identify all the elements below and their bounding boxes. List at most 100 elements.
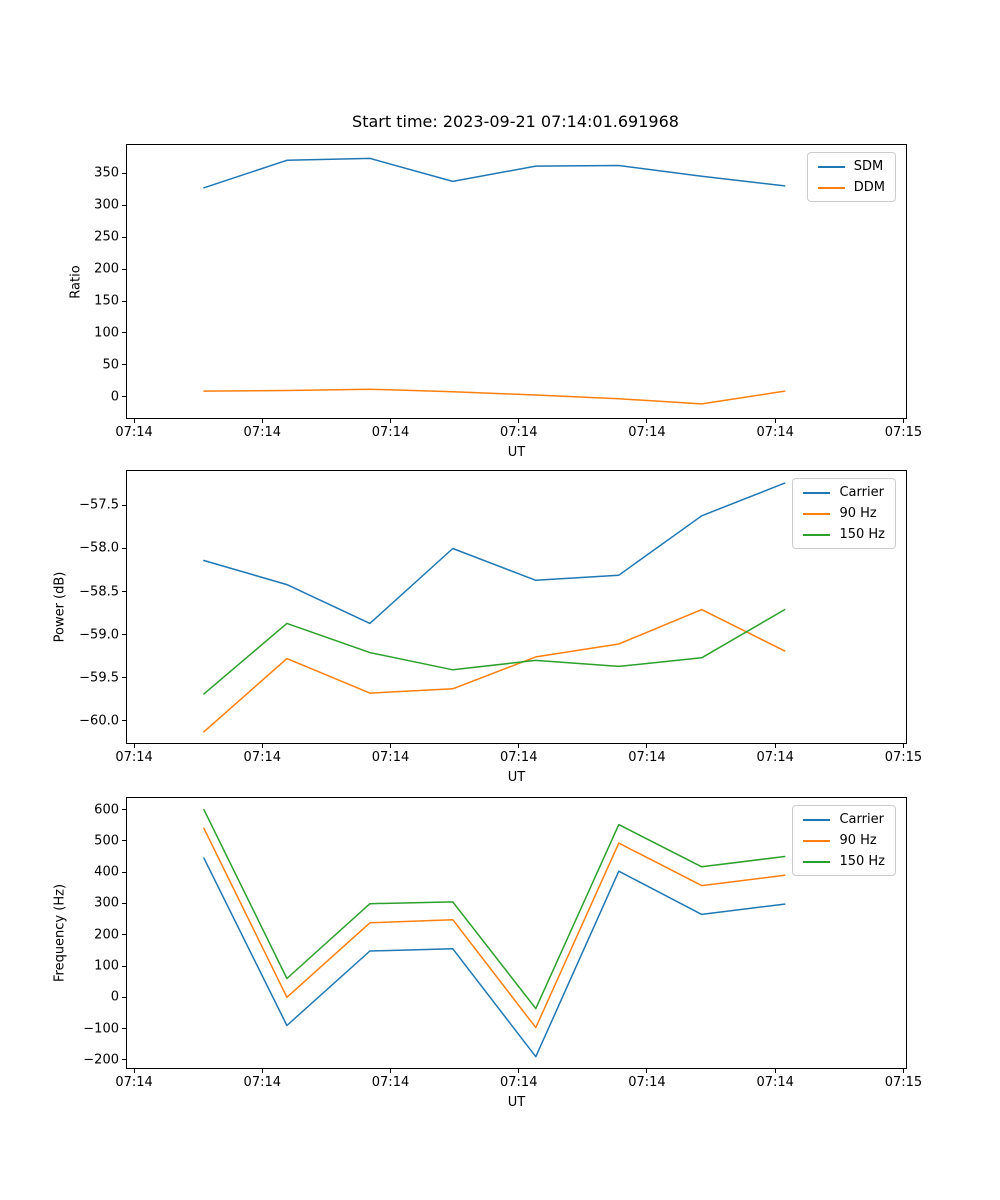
x-tick-label: 07:14: [371, 1075, 410, 1090]
x-axis-label: UT: [507, 445, 526, 460]
line-ddm: [203, 388, 786, 405]
y-tick-label: 50: [102, 357, 119, 373]
legend-item-label: 150 Hz: [839, 854, 885, 869]
x-tick-mark: [902, 743, 904, 748]
x-tick-label: 07:14: [756, 750, 794, 765]
legend-line-sample: [817, 186, 845, 189]
y-tick-label: 350: [94, 165, 119, 181]
legend-item-label: Carrier: [839, 812, 884, 827]
y-tick-label: 600: [94, 802, 119, 818]
y-tick-mark: [122, 204, 127, 206]
x-tick-label: 07:15: [884, 1075, 923, 1090]
legend-line-sample: [803, 818, 831, 821]
y-tick-mark: [122, 677, 127, 679]
y-tick-mark: [122, 268, 127, 270]
y-tick-mark: [122, 364, 127, 366]
x-tick-mark: [774, 418, 776, 423]
legend-item: 150 Hz: [803, 854, 885, 869]
x-tick-mark: [133, 1068, 135, 1073]
y-tick-mark: [122, 840, 127, 842]
y-tick-mark: [122, 934, 127, 936]
x-tick-mark: [133, 418, 135, 423]
x-axis-label: UT: [507, 1095, 526, 1110]
x-tick-label: 07:14: [115, 750, 153, 765]
x-tick-mark: [261, 1068, 263, 1073]
y-tick-label: −59.5: [79, 670, 119, 686]
line-90-hz: [203, 608, 786, 733]
line-carrier: [203, 857, 786, 1058]
y-tick-label: 500: [94, 833, 119, 849]
legend-item: 90 Hz: [803, 506, 885, 521]
x-tick-label: 07:14: [628, 1075, 666, 1090]
x-tick-label: 07:14: [628, 425, 666, 440]
y-tick-mark: [122, 902, 127, 904]
legend-item: Carrier: [803, 485, 885, 500]
x-tick-label: 07:14: [371, 425, 410, 440]
legend-line-sample: [803, 491, 831, 494]
x-tick-label: 07:15: [884, 750, 923, 765]
x-tick-label: 07:14: [628, 750, 666, 765]
y-tick-mark: [122, 996, 127, 998]
line-carrier: [203, 482, 786, 625]
x-tick-mark: [518, 743, 520, 748]
y-tick-label: −100: [83, 1021, 119, 1037]
subplot-power: Power (dB) UT −60.0 −59.5 −59.0 −58.5 −58.0−…: [53, 470, 922, 785]
y-tick-label: 100: [94, 325, 119, 341]
x-tick-label: 07:14: [500, 750, 538, 765]
y-tick-label: 200: [94, 261, 119, 277]
x-axis-label: UT: [507, 770, 526, 785]
legend-line-sample: [817, 165, 845, 168]
y-tick-label: −60.0: [79, 713, 119, 729]
y-tick-label: 0: [110, 389, 119, 405]
legend-item-label: 90 Hz: [839, 506, 877, 521]
y-tick-label: 100: [94, 958, 119, 974]
y-tick-label: 200: [94, 927, 119, 943]
y-tick-mark: [122, 547, 127, 549]
y-tick-mark: [122, 300, 127, 302]
legend-item: Carrier: [803, 812, 885, 827]
x-tick-mark: [133, 743, 135, 748]
y-tick-mark: [122, 1059, 127, 1061]
y-tick-mark: [122, 236, 127, 238]
plot-area: [203, 157, 786, 405]
legend-item-label: 150 Hz: [839, 527, 885, 542]
x-tick-label: 07:14: [243, 1075, 282, 1090]
x-tick-mark: [646, 743, 648, 748]
y-tick-label: 300: [94, 895, 119, 911]
x-tick-mark: [902, 1068, 904, 1073]
x-tick-label: 07:14: [243, 425, 282, 440]
x-tick-label: 07:14: [756, 425, 794, 440]
x-tick-label: 07:14: [371, 750, 410, 765]
x-tick-label: 07:14: [115, 425, 153, 440]
y-tick-label: −58.0: [79, 540, 119, 556]
x-tick-mark: [774, 1068, 776, 1073]
y-tick-label: 0: [110, 989, 119, 1005]
x-tick-mark: [646, 1068, 648, 1073]
x-tick-mark: [646, 418, 648, 423]
legend-item-label: SDM: [853, 159, 884, 174]
y-tick-mark: [122, 634, 127, 636]
x-tick-label: 07:14: [243, 750, 282, 765]
x-tick-label: 07:15: [884, 425, 923, 440]
legend-line-sample: [803, 860, 831, 863]
legend-line-sample: [803, 839, 831, 842]
line-sdm: [203, 157, 786, 189]
y-tick-label: −59.0: [79, 627, 119, 643]
x-tick-label: 07:14: [500, 425, 538, 440]
x-tick-label: 07:14: [500, 1075, 538, 1090]
x-tick-label: 07:14: [115, 1075, 153, 1090]
y-tick-label: 300: [94, 197, 119, 213]
legend-item-label: 90 Hz: [839, 833, 877, 848]
line-150-hz: [203, 608, 786, 695]
y-tick-label: −58.5: [79, 584, 119, 599]
y-tick-mark: [122, 591, 127, 592]
line-150-hz: [203, 808, 786, 1010]
legend-line-sample: [803, 512, 831, 515]
plot-area: [203, 482, 786, 733]
x-tick-label: 07:14: [756, 1075, 794, 1090]
line-90-hz: [203, 827, 786, 1029]
x-tick-mark: [261, 743, 263, 748]
y-tick-label: 250: [94, 229, 119, 245]
figure-title: Start time: 2023-09-21 07:14:01.691968: [352, 112, 679, 131]
